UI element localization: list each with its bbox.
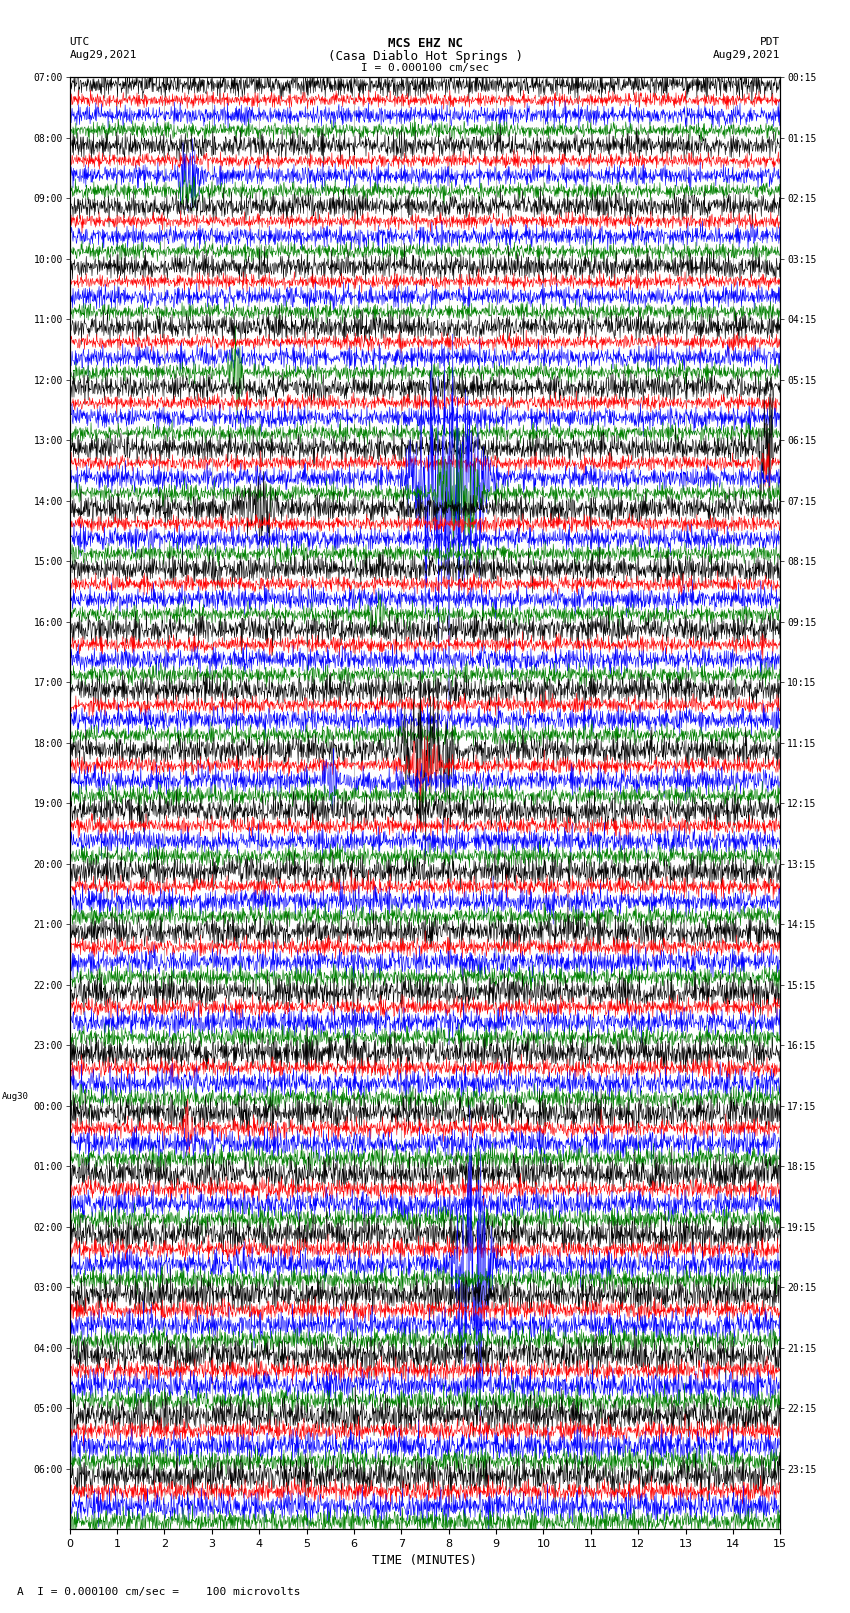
Text: Aug29,2021: Aug29,2021 <box>70 50 137 60</box>
Text: I = 0.000100 cm/sec: I = 0.000100 cm/sec <box>361 63 489 73</box>
Text: A  I = 0.000100 cm/sec =    100 microvolts: A I = 0.000100 cm/sec = 100 microvolts <box>17 1587 301 1597</box>
Text: UTC: UTC <box>70 37 90 47</box>
X-axis label: TIME (MINUTES): TIME (MINUTES) <box>372 1555 478 1568</box>
Text: (Casa Diablo Hot Springs ): (Casa Diablo Hot Springs ) <box>327 50 523 63</box>
Text: Aug30: Aug30 <box>2 1092 29 1100</box>
Text: PDT: PDT <box>760 37 780 47</box>
Text: Aug29,2021: Aug29,2021 <box>713 50 780 60</box>
Text: MCS EHZ NC: MCS EHZ NC <box>388 37 462 50</box>
